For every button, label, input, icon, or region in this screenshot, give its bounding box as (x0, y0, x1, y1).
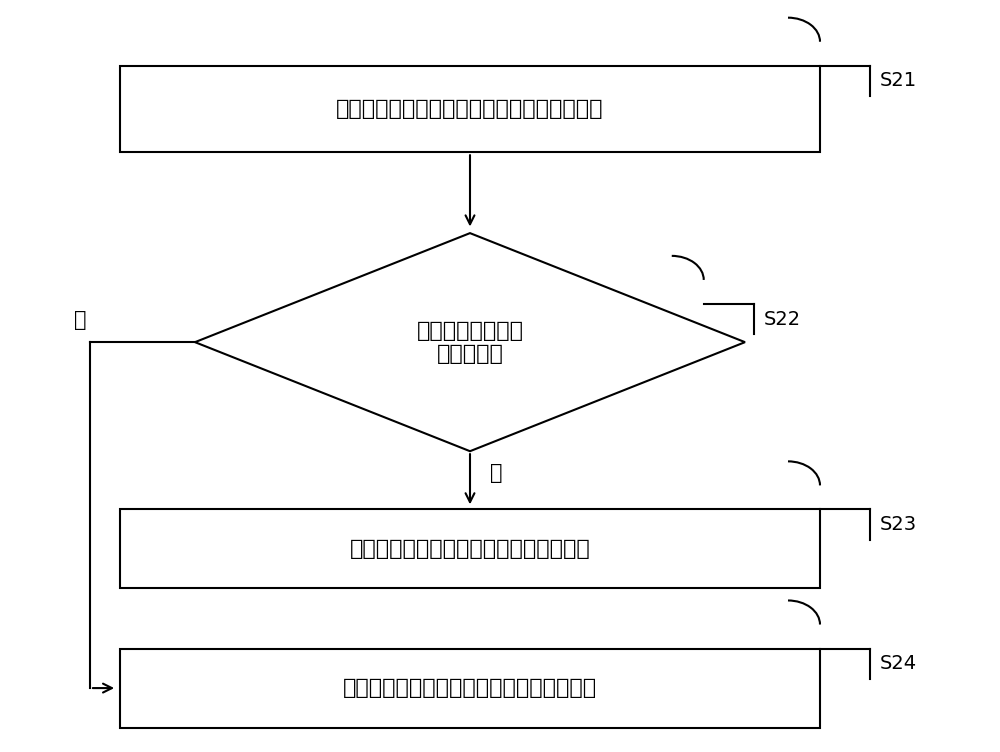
Text: S23: S23 (880, 515, 917, 534)
FancyBboxPatch shape (120, 648, 820, 728)
Text: 获取预先存储的具有开锁权限的合法解锁信息: 获取预先存储的具有开锁权限的合法解锁信息 (336, 99, 604, 119)
Text: 确定解锁信息不是具有开锁权限的解锁信息: 确定解锁信息不是具有开锁权限的解锁信息 (343, 678, 597, 698)
Text: 否: 否 (74, 310, 86, 329)
Text: S21: S21 (880, 71, 917, 90)
FancyBboxPatch shape (120, 510, 820, 588)
Text: 确定解锁信息是具有开锁权限的解锁信息: 确定解锁信息是具有开锁权限的解锁信息 (350, 539, 590, 559)
Text: S24: S24 (880, 654, 917, 673)
Text: 合法解锁信息包括
解锁信息？: 合法解锁信息包括 解锁信息？ (416, 320, 524, 364)
Text: 是: 是 (490, 462, 503, 483)
Text: S22: S22 (764, 310, 801, 329)
FancyBboxPatch shape (120, 66, 820, 152)
Polygon shape (195, 233, 745, 451)
